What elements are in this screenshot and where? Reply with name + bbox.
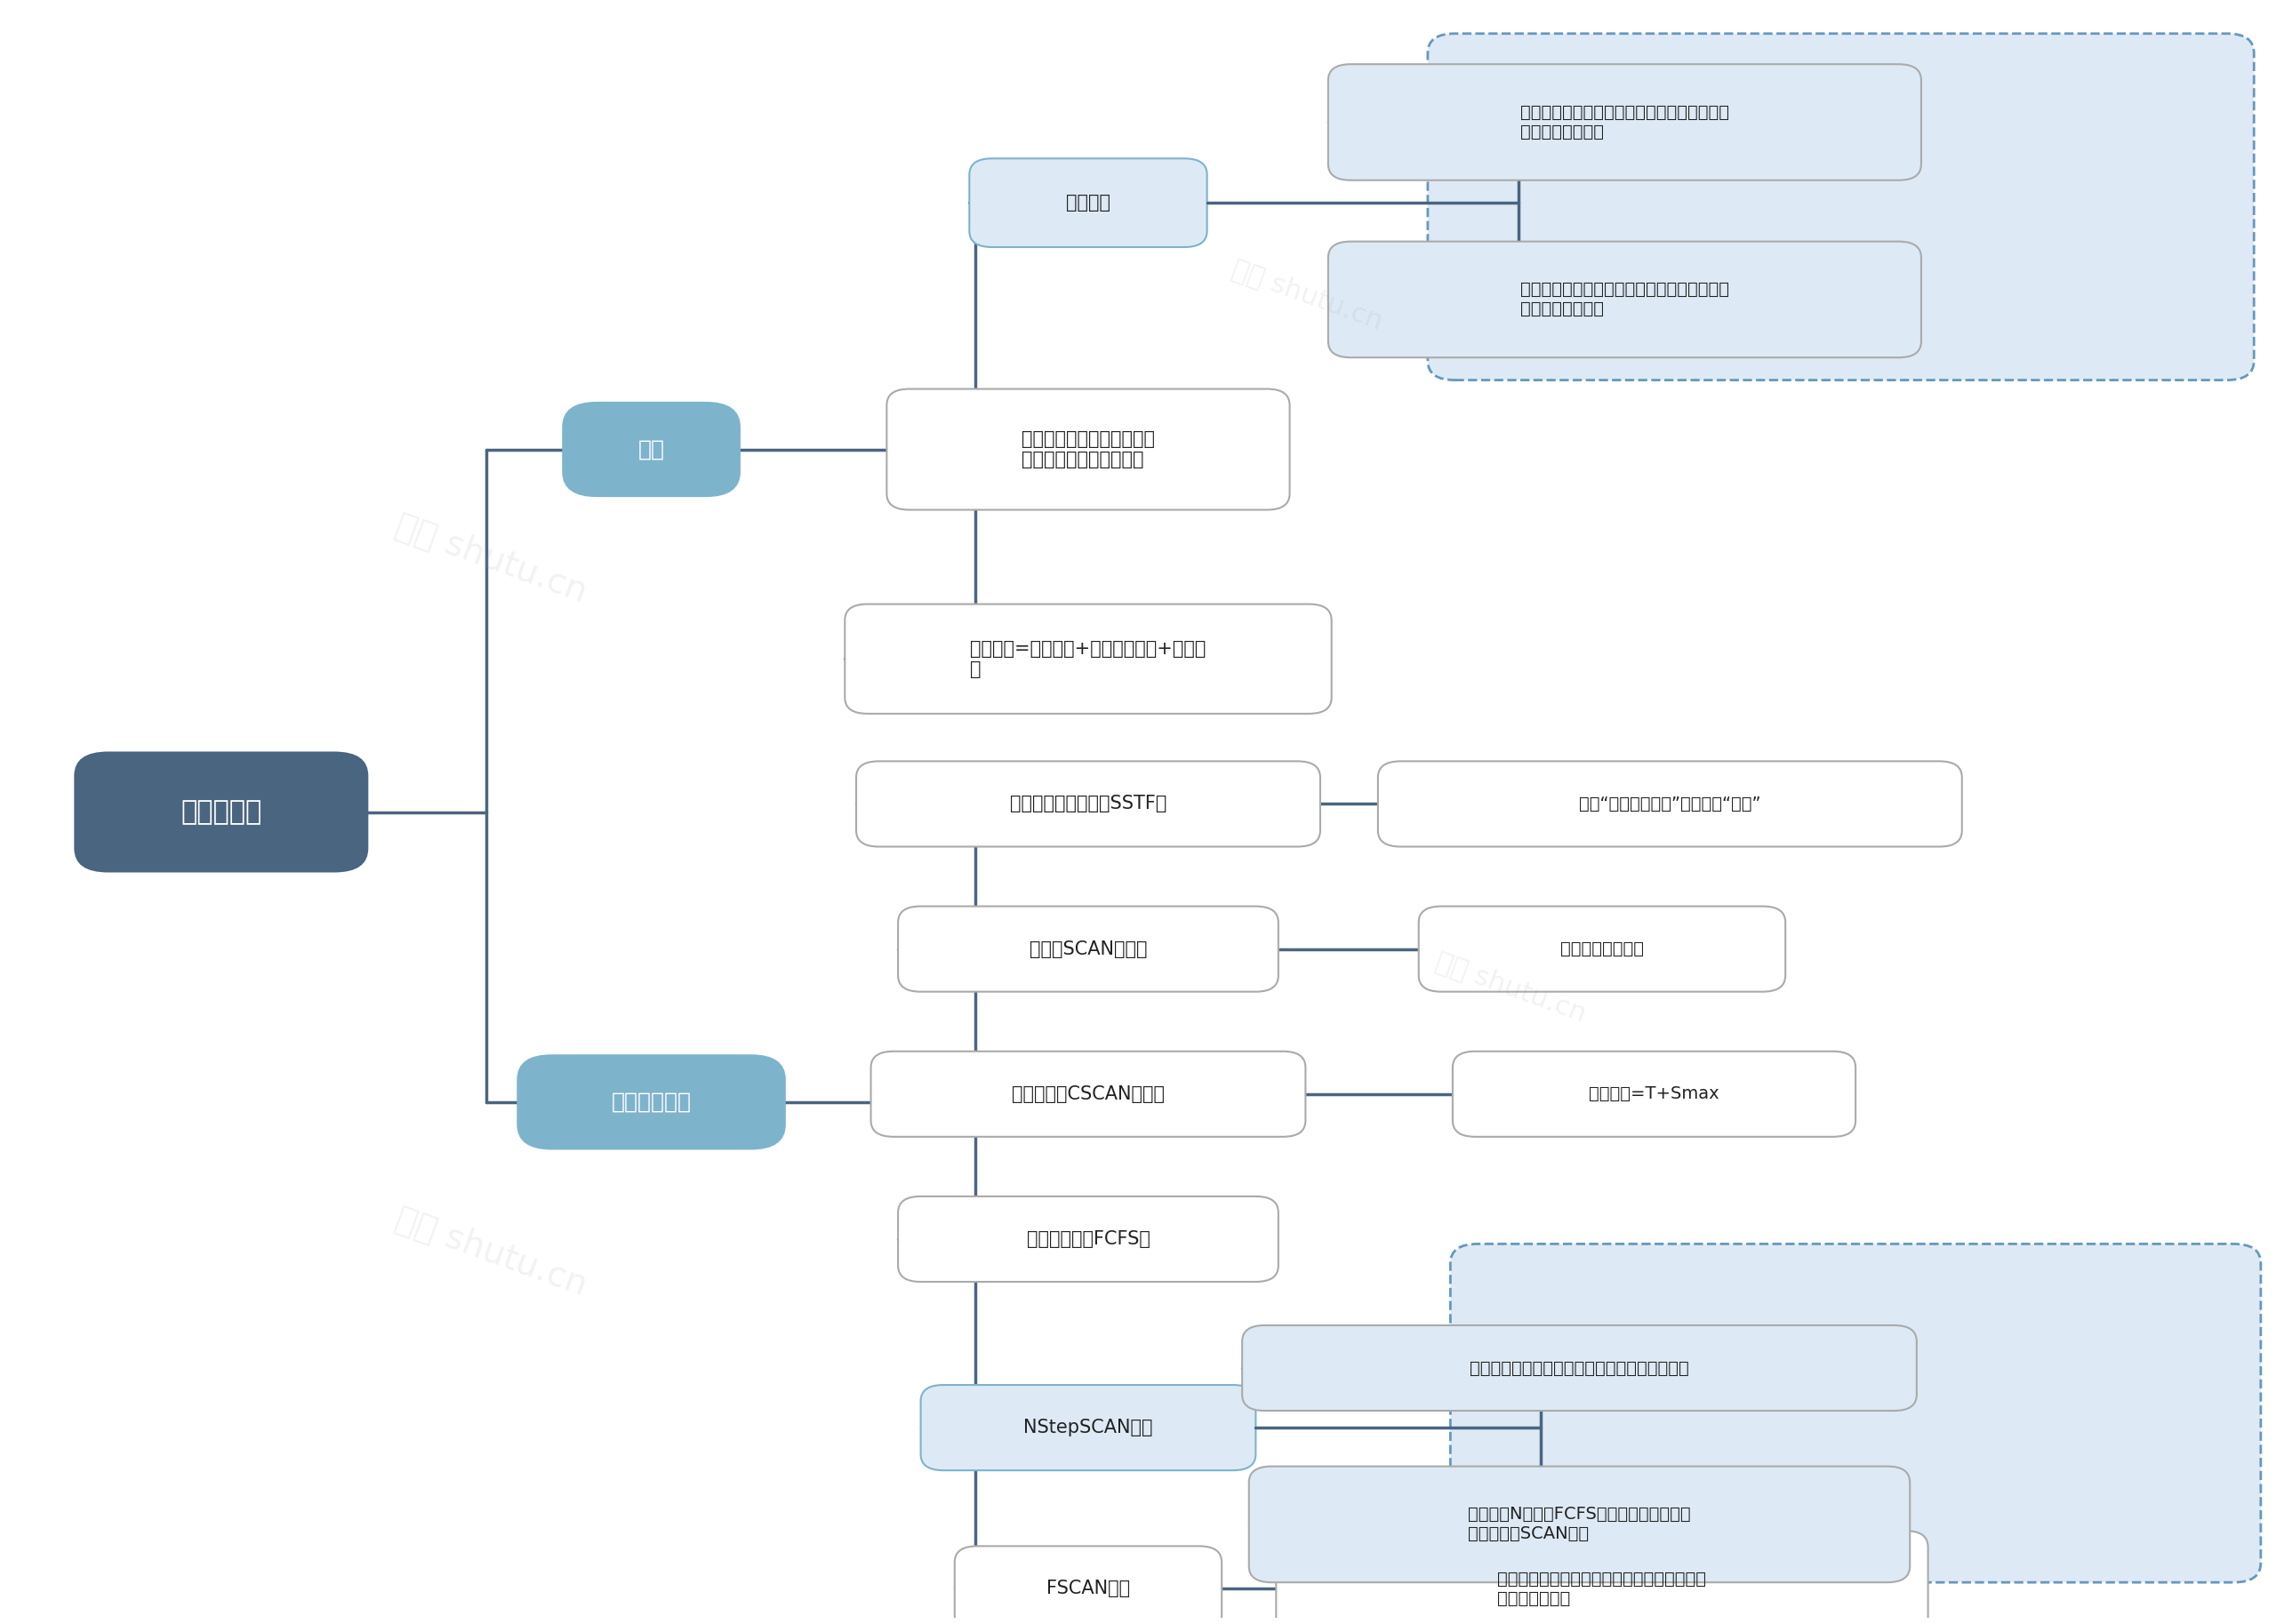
FancyBboxPatch shape — [75, 752, 369, 872]
FancyBboxPatch shape — [1450, 1244, 2260, 1582]
FancyBboxPatch shape — [899, 1197, 1279, 1281]
FancyBboxPatch shape — [1329, 242, 1921, 357]
Text: 又称“电梯调度算法”，避免了“死锁”: 又称“电梯调度算法”，避免了“死锁” — [1580, 796, 1762, 812]
FancyBboxPatch shape — [1277, 1531, 1928, 1624]
FancyBboxPatch shape — [517, 1056, 785, 1148]
FancyBboxPatch shape — [899, 906, 1279, 992]
FancyBboxPatch shape — [1418, 906, 1784, 992]
FancyBboxPatch shape — [922, 1385, 1256, 1470]
Text: 磁盘调度算法: 磁盘调度算法 — [612, 1091, 692, 1112]
Text: 高级格式化，设计引导块、空闲存储管理、根
目录、空文件系统: 高级格式化，设计引导块、空闲存储管理、根 目录、空文件系统 — [1520, 281, 1730, 318]
Text: 简述: 简述 — [637, 438, 665, 460]
Text: 使用磁盘: 使用磁盘 — [1065, 193, 1111, 211]
Text: 请求延迟=T+Smax: 请求延迟=T+Smax — [1589, 1085, 1718, 1103]
Text: 树图 shutu.cn: 树图 shutu.cn — [391, 1202, 592, 1302]
FancyBboxPatch shape — [1427, 34, 2253, 380]
Text: 分成两个子队列，一个正在处理队列，一个处
理时请求的队列: 分成两个子队列，一个正在处理队列，一个处 理时请求的队列 — [1498, 1570, 1707, 1608]
Text: 把队列分N个，按FCFS处理子队列，对每一
个自队列按SCAN算法: 把队列分N个，按FCFS处理子队列，对每一 个自队列按SCAN算法 — [1468, 1505, 1691, 1543]
Text: 先来先服务（FCFS）: 先来先服务（FCFS） — [1026, 1231, 1149, 1247]
FancyBboxPatch shape — [954, 1546, 1222, 1624]
Text: 循环扫描（CSCAN）算法: 循环扫描（CSCAN）算法 — [1013, 1085, 1165, 1103]
FancyBboxPatch shape — [856, 762, 1320, 846]
FancyBboxPatch shape — [1250, 1466, 1910, 1582]
FancyBboxPatch shape — [1329, 65, 1921, 180]
Text: 规定磁头单向移动: 规定磁头单向移动 — [1561, 940, 1643, 958]
Text: 树图 shutu.cn: 树图 shutu.cn — [391, 508, 592, 609]
FancyBboxPatch shape — [970, 159, 1206, 247]
FancyBboxPatch shape — [1243, 1325, 1916, 1411]
Text: NStepSCAN算法: NStepSCAN算法 — [1024, 1419, 1154, 1437]
Text: 树图 shutu.cn: 树图 shutu.cn — [1229, 255, 1386, 335]
Text: 磁盘存储器: 磁盘存储器 — [180, 799, 262, 825]
Text: 基本概念：物理盘片，存储
面，磁道，扇区（盘块）: 基本概念：物理盘片，存储 面，磁道，扇区（盘块） — [1022, 430, 1154, 469]
Text: 扫描（SCAN）算法: 扫描（SCAN）算法 — [1029, 940, 1147, 958]
Text: 最短寻道时间优先（SSTF）: 最短寻道时间优先（SSTF） — [1011, 796, 1168, 814]
FancyBboxPatch shape — [562, 403, 740, 495]
FancyBboxPatch shape — [1452, 1051, 1855, 1137]
Text: 访问时间=寻道时间+旋转延迟时间+传输时
间: 访问时间=寻道时间+旋转延迟时间+传输时 间 — [970, 640, 1206, 679]
Text: 磁臂黏着：某些进程反复请求对某个磁道的访问: 磁臂黏着：某些进程反复请求对某个磁道的访问 — [1470, 1359, 1689, 1377]
FancyBboxPatch shape — [844, 604, 1331, 713]
Text: 树图 shutu.cn: 树图 shutu.cn — [1432, 948, 1591, 1026]
FancyBboxPatch shape — [1377, 762, 1962, 846]
FancyBboxPatch shape — [888, 388, 1290, 510]
FancyBboxPatch shape — [872, 1051, 1306, 1137]
Text: FSCAN算法: FSCAN算法 — [1047, 1580, 1131, 1598]
Text: 首先将磁盘低级格式化，然后进行分区，在分
区表中标记引导块: 首先将磁盘低级格式化，然后进行分区，在分 区表中标记引导块 — [1520, 104, 1730, 140]
